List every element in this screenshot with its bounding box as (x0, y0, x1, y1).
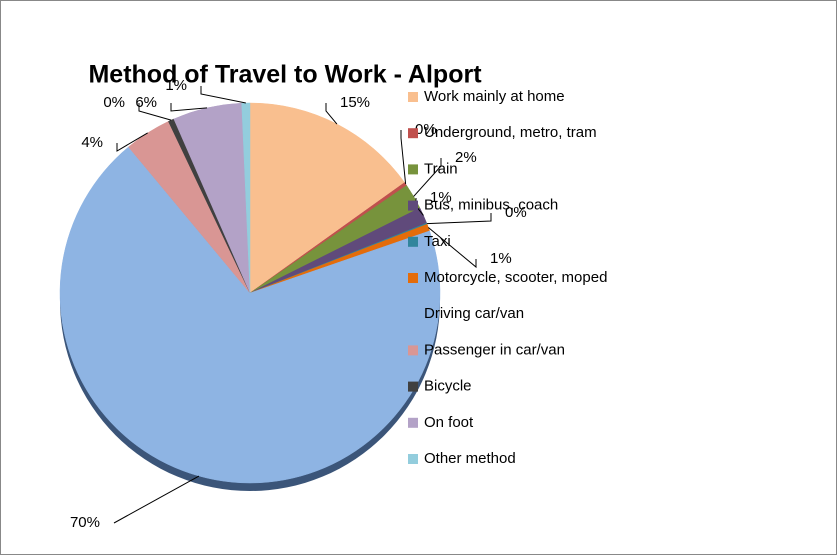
leader-line (200, 86, 246, 104)
leader-line (325, 103, 338, 125)
leader-line (113, 475, 200, 524)
chart-title: Method of Travel to Work - Alport (88, 61, 482, 89)
legend-label: Bus, minibus, coach (424, 197, 558, 214)
legend-label: Underground, metro, tram (424, 124, 597, 141)
legend-label: Other method (424, 450, 516, 467)
legend-label: On foot (424, 414, 474, 431)
leader-line (413, 158, 442, 197)
legend-swatch (408, 92, 418, 102)
data-label: 1% (165, 77, 187, 94)
data-label: 0% (415, 121, 437, 138)
legend-swatch (408, 164, 418, 175)
legend-swatch (408, 236, 418, 247)
legend-label: Train (424, 160, 458, 177)
legend-swatch (408, 200, 418, 211)
legend-swatch (408, 381, 418, 392)
pie-slice (241, 102, 251, 294)
legend-label: Work mainly at home (424, 88, 565, 105)
pie-slice (59, 146, 441, 484)
legend-swatch (408, 128, 418, 139)
legend-swatch (408, 417, 418, 428)
leader-line (170, 103, 208, 112)
data-label: 2% (455, 149, 477, 166)
data-label: 4% (81, 134, 103, 151)
data-label: 0% (103, 94, 125, 111)
legend-label: Taxi (424, 233, 451, 250)
data-label: 0% (505, 204, 527, 221)
legend-swatch (408, 273, 418, 283)
leader-line (428, 227, 477, 269)
legend-swatch (408, 345, 418, 356)
data-label: 70% (70, 514, 100, 531)
data-label: 6% (135, 94, 157, 111)
legend-label: Bicycle (424, 378, 472, 395)
data-label: 1% (430, 189, 452, 206)
leader-line (400, 130, 407, 185)
legend-swatch (408, 454, 418, 464)
legend-label: Motorcycle, scooter, moped (424, 269, 607, 286)
legend-label: Passenger in car/van (424, 341, 565, 358)
data-label: 1% (490, 250, 512, 267)
legend-label: Driving car/van (424, 305, 524, 322)
leader-line (138, 103, 172, 121)
leader-line (116, 132, 148, 152)
legend-swatch (408, 309, 418, 320)
data-label: 15% (340, 94, 370, 111)
leader-line (426, 213, 492, 225)
